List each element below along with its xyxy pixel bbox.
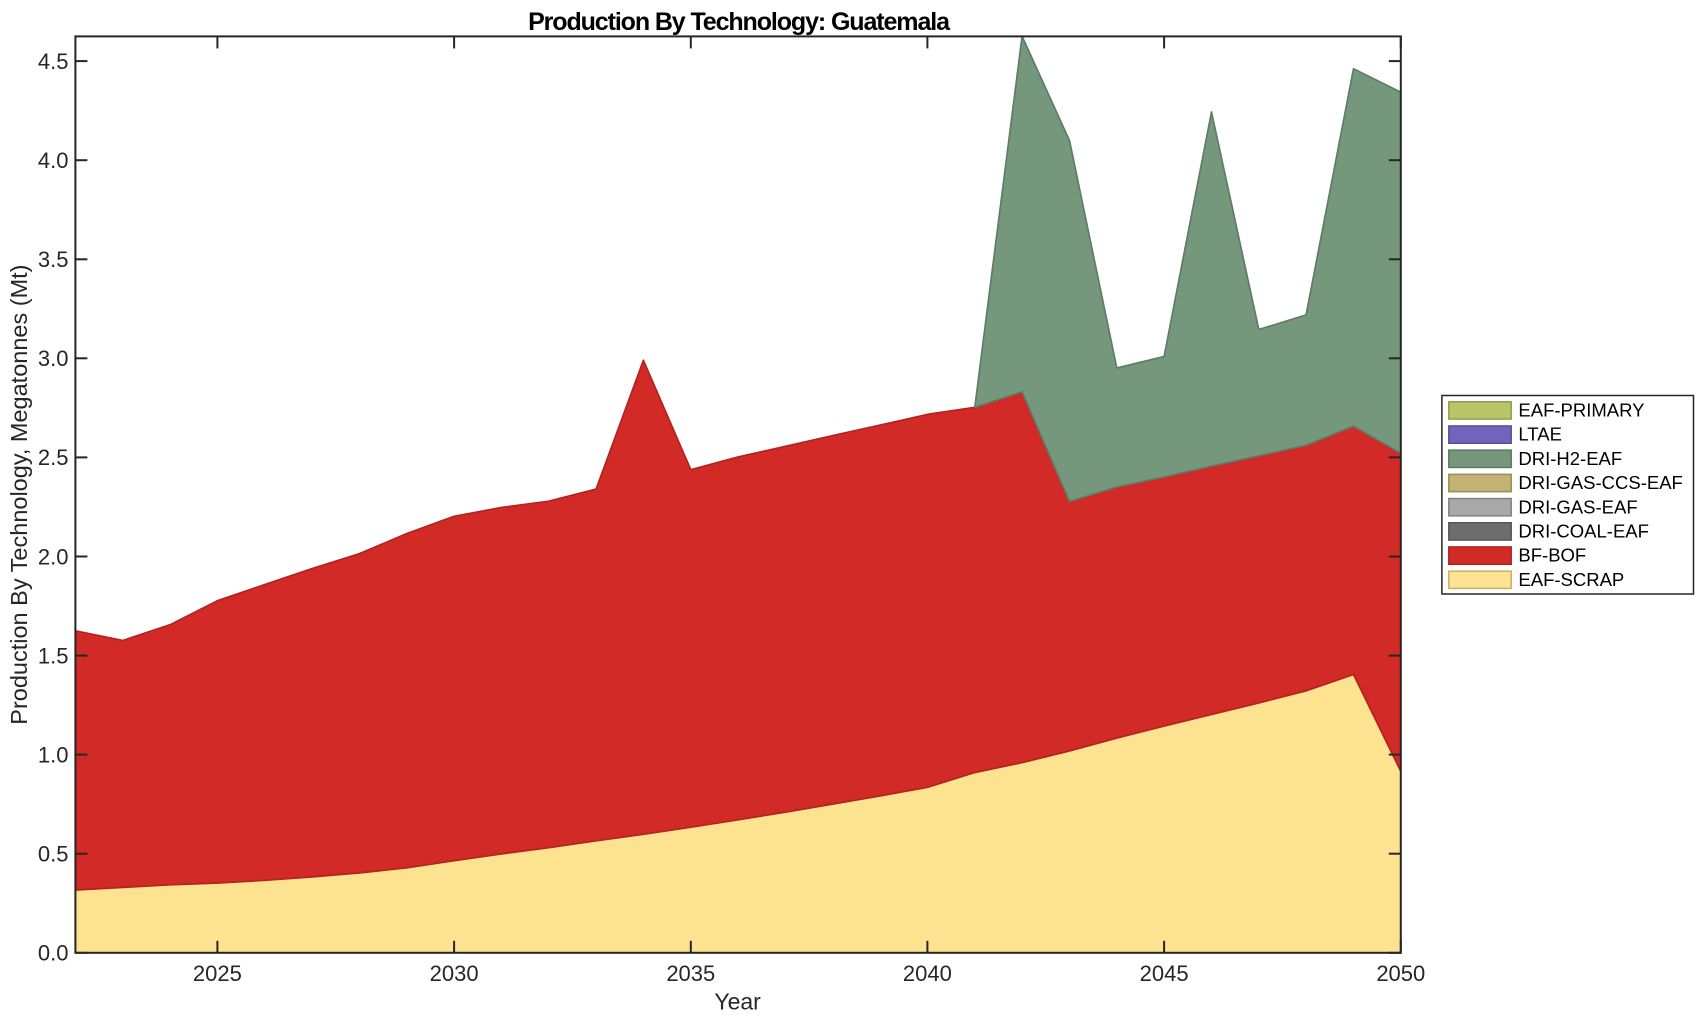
svg-text:Production By Technology: Guat: Production By Technology: Guatemala (528, 8, 951, 36)
svg-text:BF-BOF: BF-BOF (1518, 545, 1586, 566)
svg-text:Year: Year (714, 989, 761, 1015)
svg-text:DRI-GAS-EAF: DRI-GAS-EAF (1518, 496, 1637, 517)
svg-text:EAF-PRIMARY: EAF-PRIMARY (1518, 400, 1644, 421)
svg-text:4.5: 4.5 (38, 49, 69, 74)
svg-text:LTAE: LTAE (1518, 424, 1562, 445)
svg-text:3.0: 3.0 (38, 346, 69, 371)
svg-text:2035: 2035 (666, 961, 715, 986)
svg-text:3.5: 3.5 (38, 247, 69, 272)
svg-text:Production By Technology, Mega: Production By Technology, Megatonnes (Mt… (6, 264, 32, 724)
svg-text:0.0: 0.0 (38, 941, 69, 966)
svg-text:2040: 2040 (903, 961, 952, 986)
svg-text:2050: 2050 (1376, 961, 1425, 986)
svg-text:DRI-H2-EAF: DRI-H2-EAF (1518, 448, 1622, 469)
svg-text:DRI-GAS-CCS-EAF: DRI-GAS-CCS-EAF (1518, 472, 1682, 493)
svg-text:0.5: 0.5 (38, 842, 69, 867)
svg-text:2025: 2025 (193, 961, 242, 986)
svg-text:4.0: 4.0 (38, 148, 69, 173)
svg-text:1.0: 1.0 (38, 742, 69, 767)
svg-text:1.5: 1.5 (38, 643, 69, 668)
svg-text:2.5: 2.5 (38, 445, 69, 470)
svg-text:2030: 2030 (430, 961, 479, 986)
svg-text:2.0: 2.0 (38, 544, 69, 569)
svg-text:2045: 2045 (1140, 961, 1189, 986)
svg-text:DRI-COAL-EAF: DRI-COAL-EAF (1518, 521, 1649, 542)
svg-text:EAF-SCRAP: EAF-SCRAP (1518, 569, 1624, 590)
